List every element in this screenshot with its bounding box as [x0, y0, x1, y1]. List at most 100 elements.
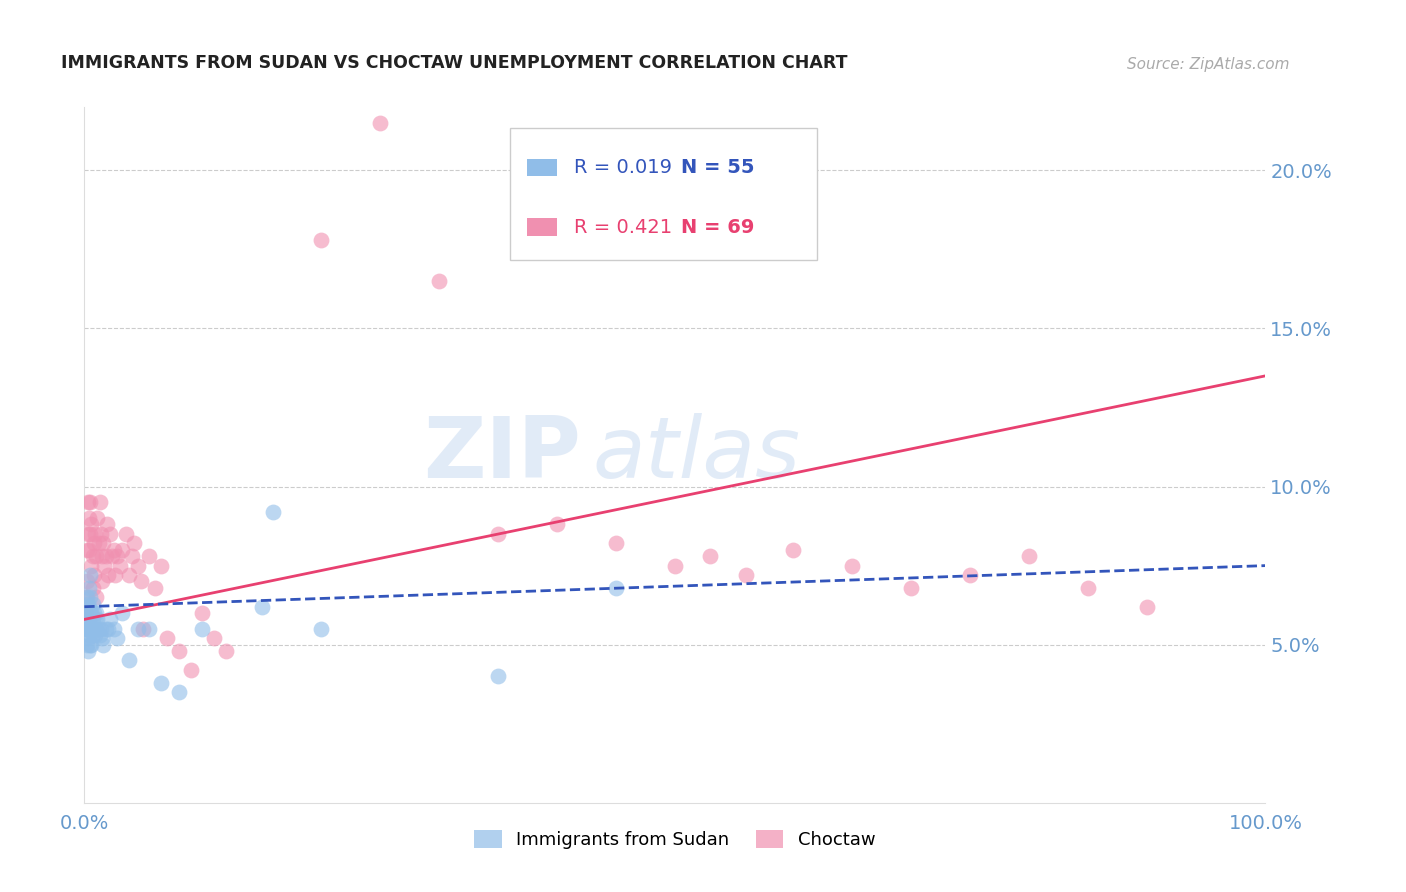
Point: [98, 612, 121, 626]
Point: [84, 612, 107, 626]
Point: [91, 574, 114, 589]
Point: [156, 632, 179, 646]
Point: [86, 612, 108, 626]
Point: [77, 612, 100, 626]
Point: [79, 622, 101, 636]
Point: [107, 632, 129, 646]
Point: [76, 606, 98, 620]
Point: [79, 638, 101, 652]
Point: [114, 527, 136, 541]
Point: [127, 622, 149, 636]
Point: [86, 511, 108, 525]
Point: [121, 549, 143, 563]
Point: [77, 581, 100, 595]
Point: [782, 542, 804, 557]
Point: [104, 568, 127, 582]
Point: [100, 549, 122, 563]
Point: [699, 549, 721, 563]
Point: [77, 511, 100, 525]
Point: [605, 581, 627, 595]
Point: [75, 622, 97, 636]
Point: [111, 542, 134, 557]
Point: [80, 558, 103, 573]
Point: [98, 527, 121, 541]
Point: [82, 581, 104, 595]
Point: [84, 622, 107, 636]
Point: [900, 581, 922, 595]
Point: [262, 505, 284, 519]
Point: [546, 517, 568, 532]
Point: [368, 116, 391, 130]
Point: [91, 638, 114, 652]
Point: [127, 558, 149, 573]
Point: [118, 653, 141, 667]
Point: [83, 568, 105, 582]
Point: [605, 536, 627, 550]
Point: [103, 542, 125, 557]
Point: [76, 638, 98, 652]
Point: [150, 558, 173, 573]
Point: [427, 274, 450, 288]
Point: [90, 622, 112, 636]
Point: [191, 622, 214, 636]
Point: [486, 527, 509, 541]
Point: [107, 549, 129, 563]
Point: [77, 615, 100, 630]
Point: [80, 606, 103, 620]
FancyBboxPatch shape: [527, 219, 557, 235]
Point: [84, 549, 107, 563]
Point: [191, 606, 214, 620]
Point: [103, 622, 125, 636]
Point: [76, 574, 98, 589]
Point: [82, 549, 104, 563]
Point: [75, 591, 97, 605]
Point: [215, 644, 238, 658]
Point: [167, 644, 190, 658]
Point: [82, 612, 104, 626]
Point: [89, 495, 111, 509]
Point: [91, 632, 114, 646]
FancyBboxPatch shape: [527, 159, 557, 177]
Text: IMMIGRANTS FROM SUDAN VS CHOCTAW UNEMPLOYMENT CORRELATION CHART: IMMIGRANTS FROM SUDAN VS CHOCTAW UNEMPLO…: [60, 54, 848, 72]
Point: [89, 628, 111, 642]
Point: [77, 542, 100, 557]
Point: [82, 597, 104, 611]
Point: [138, 549, 160, 563]
Point: [486, 669, 509, 683]
Point: [75, 606, 97, 620]
Point: [97, 622, 120, 636]
FancyBboxPatch shape: [509, 128, 817, 260]
Text: ZIP: ZIP: [423, 413, 581, 497]
Point: [841, 558, 863, 573]
Point: [87, 536, 110, 550]
Point: [1018, 549, 1040, 563]
Point: [150, 675, 173, 690]
Text: Source: ZipAtlas.com: Source: ZipAtlas.com: [1126, 57, 1289, 72]
Point: [80, 638, 103, 652]
Point: [75, 612, 97, 626]
Point: [84, 527, 107, 541]
Point: [132, 622, 155, 636]
Point: [143, 581, 166, 595]
Point: [84, 606, 107, 620]
Point: [87, 622, 110, 636]
Point: [111, 606, 134, 620]
Point: [250, 599, 273, 614]
Point: [80, 622, 103, 636]
Point: [79, 606, 101, 620]
Point: [77, 599, 100, 614]
Point: [96, 517, 118, 532]
Legend: Immigrants from Sudan, Choctaw: Immigrants from Sudan, Choctaw: [467, 822, 883, 856]
Point: [167, 685, 190, 699]
Point: [309, 233, 332, 247]
Point: [76, 591, 98, 605]
Point: [108, 558, 131, 573]
Point: [75, 599, 97, 614]
Point: [91, 549, 114, 563]
Point: [79, 568, 101, 582]
Point: [84, 591, 107, 605]
Point: [76, 622, 98, 636]
Point: [79, 527, 101, 541]
Text: R = 0.019: R = 0.019: [575, 158, 672, 178]
Point: [664, 558, 686, 573]
